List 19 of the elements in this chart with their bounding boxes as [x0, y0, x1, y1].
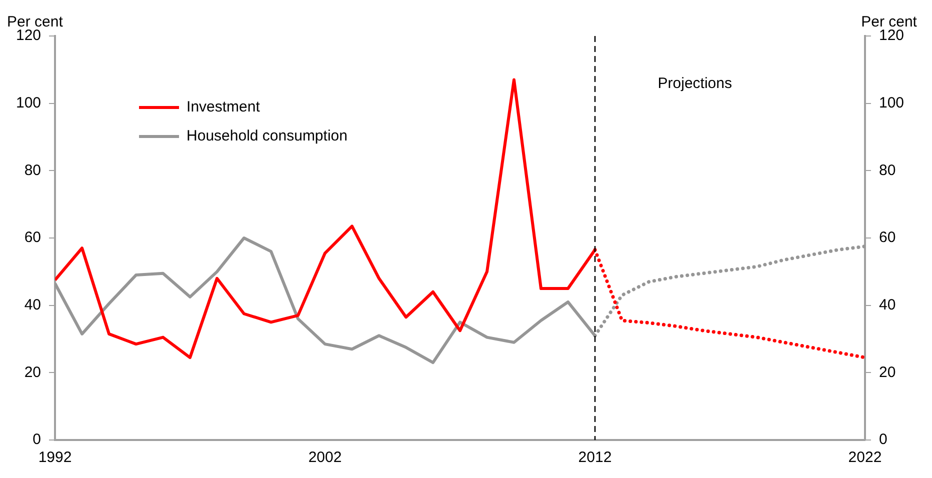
- y-tick-label: 60: [24, 229, 42, 246]
- y2-tick-label: 60: [878, 229, 896, 246]
- x-tick-label: 2002: [308, 449, 342, 466]
- legend-label: Investment: [186, 98, 261, 116]
- y2-tick-label: 40: [878, 296, 896, 314]
- y-tick-label: 0: [32, 431, 42, 448]
- y-tick-label: 40: [24, 296, 42, 314]
- y2-tick-label: 0: [878, 431, 888, 448]
- y-tick-label: 100: [16, 94, 42, 112]
- legend-label: Household consumption: [186, 128, 348, 145]
- x-tick-label: 1992: [38, 449, 72, 466]
- y2-tick-label: 80: [878, 162, 896, 179]
- x-tick-label: 2022: [848, 449, 882, 466]
- y-tick-label: 80: [24, 162, 42, 179]
- x-tick-label: 2012: [578, 449, 612, 466]
- y2-tick-label: 20: [878, 364, 896, 381]
- annotation: Projections: [658, 75, 732, 92]
- y2-tick-label: 100: [878, 94, 904, 112]
- y-tick-label: 20: [24, 364, 42, 381]
